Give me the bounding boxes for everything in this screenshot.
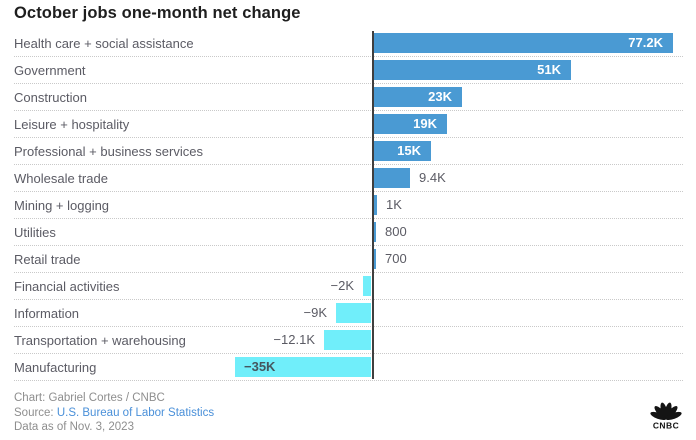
positive-bar	[373, 222, 376, 242]
negative-bar	[235, 357, 371, 377]
category-label: Transportation + warehousing	[14, 333, 186, 348]
chart-row: Wholesale trade 9.4K	[14, 165, 683, 192]
footer: Chart: Gabriel Cortes / CNBC Source: U.S…	[14, 391, 214, 435]
negative-bar	[324, 330, 371, 350]
chart-row: Manufacturing −35K	[14, 354, 683, 381]
chart-row: Utilities 800	[14, 219, 683, 246]
positive-bar	[373, 141, 431, 161]
positive-bar	[373, 87, 462, 107]
category-label: Government	[14, 63, 86, 78]
positive-bar	[373, 168, 410, 188]
value-label: 9.4K	[419, 170, 446, 185]
positive-bar	[373, 195, 377, 215]
negative-bar	[363, 276, 371, 296]
value-label: −9K	[303, 305, 328, 320]
value-label: −2K	[330, 278, 355, 293]
positive-bar	[373, 60, 571, 80]
source-line: Source: U.S. Bureau of Labor Statistics	[14, 406, 214, 421]
value-label: 15K	[397, 143, 421, 158]
category-label: Retail trade	[14, 252, 81, 267]
category-label: Mining + logging	[14, 198, 110, 213]
svg-text:CNBC: CNBC	[653, 421, 679, 431]
category-label: Information	[14, 306, 80, 321]
category-label: Health care + social assistance	[14, 36, 194, 51]
zero-axis-line	[372, 31, 374, 379]
positive-bar	[373, 249, 376, 269]
category-label: Professional + business services	[14, 144, 203, 159]
category-label: Manufacturing	[14, 360, 97, 375]
chart-row: Construction 23K	[14, 84, 683, 111]
positive-bar	[373, 33, 673, 53]
category-label: Financial activities	[14, 279, 120, 294]
category-label: Leisure + hospitality	[14, 117, 130, 132]
chart-row: Leisure + hospitality 19K	[14, 111, 683, 138]
chart-row: Government 51K	[14, 57, 683, 84]
chart-row: Financial activities −2K	[14, 273, 683, 300]
value-label: 1K	[386, 197, 402, 212]
chart-row: Information −9K	[14, 300, 683, 327]
chart-credit: Chart: Gabriel Cortes / CNBC	[14, 392, 165, 404]
value-label: 77.2K	[628, 35, 663, 50]
category-label: Wholesale trade	[14, 171, 108, 186]
negative-bar	[336, 303, 371, 323]
source-label: Source:	[14, 406, 57, 419]
chart-row: Transportation + warehousing −12.1K	[14, 327, 683, 354]
value-label: 700	[385, 251, 407, 266]
chart-row: Professional + business services 15K	[14, 138, 683, 165]
cnbc-peacock-logo: CNBC	[650, 402, 682, 431]
value-label: −35K	[244, 359, 276, 374]
value-label: 51K	[537, 62, 561, 77]
chart-row: Retail trade 700	[14, 246, 683, 273]
bar-chart-area: Health care + social assistance 77.2K Gove…	[14, 30, 683, 381]
category-label: Utilities	[14, 225, 56, 240]
value-label: 800	[385, 224, 407, 239]
chart-title: October jobs one-month net change	[14, 4, 301, 22]
chart-row: Health care + social assistance 77.2K	[14, 30, 683, 57]
source-link[interactable]: U.S. Bureau of Labor Statistics	[56, 406, 215, 419]
value-label: −12.1K	[273, 332, 315, 347]
value-label: 23K	[428, 89, 452, 104]
data-as-of: Data as of Nov. 3, 2023	[14, 421, 134, 433]
positive-bar	[373, 114, 447, 134]
value-label: 19K	[413, 116, 437, 131]
category-label: Construction	[14, 90, 87, 105]
chart-row: Mining + logging 1K	[14, 192, 683, 219]
